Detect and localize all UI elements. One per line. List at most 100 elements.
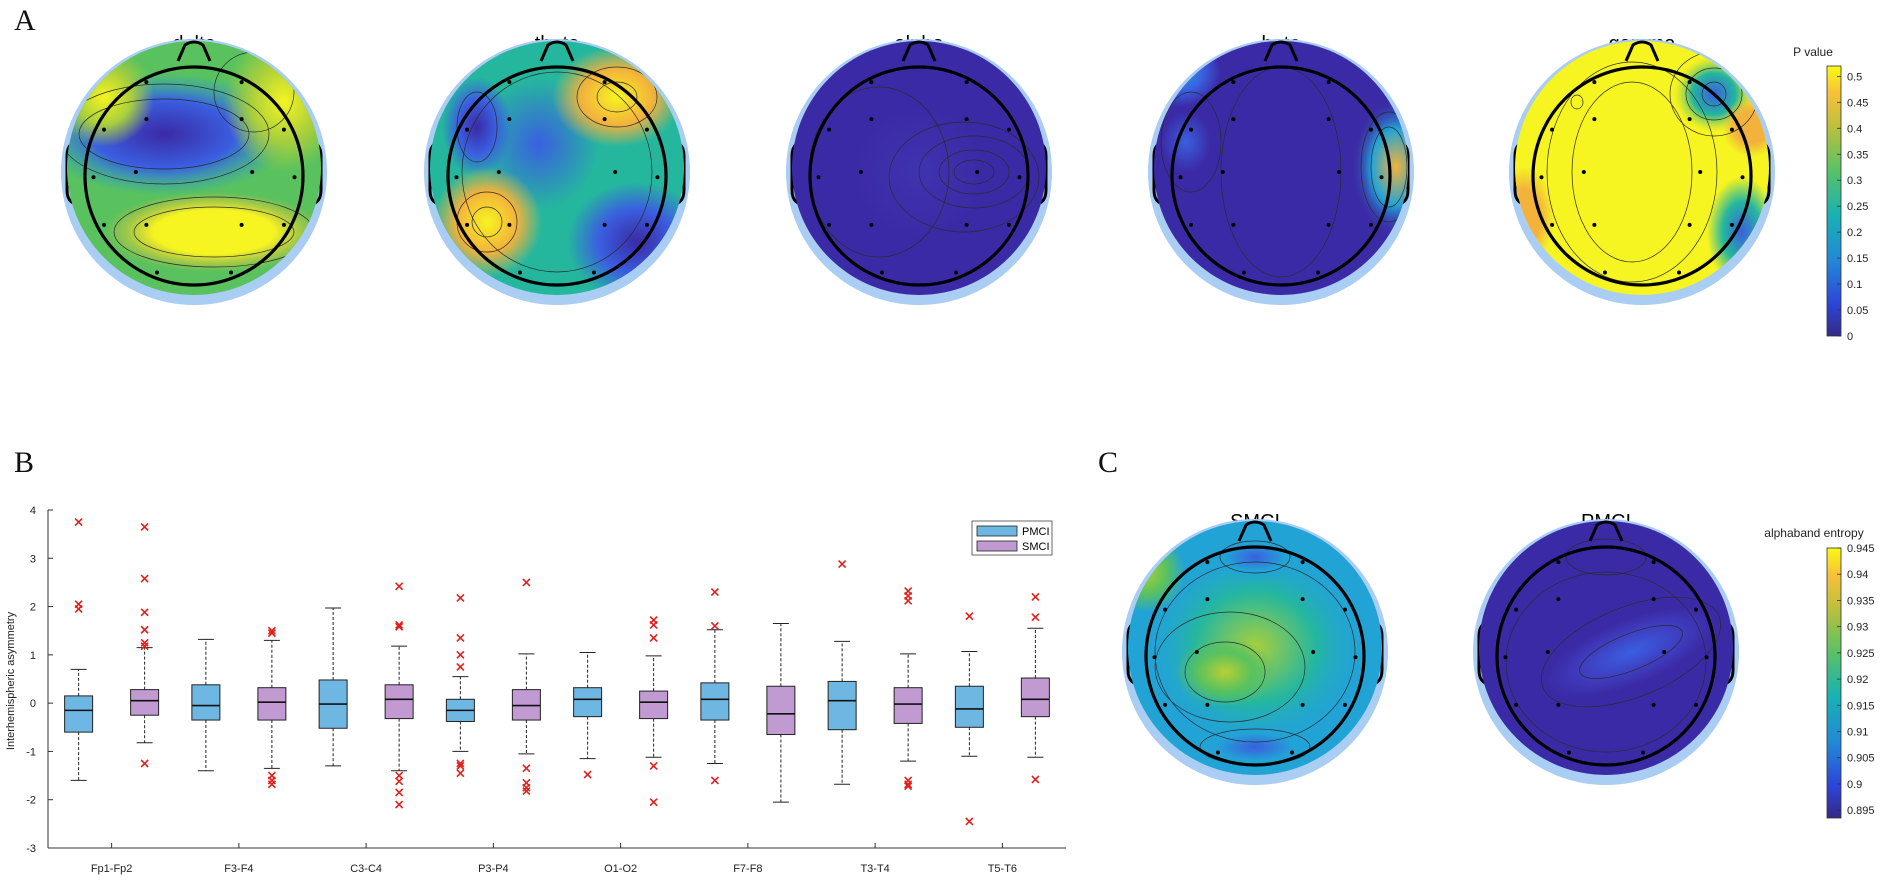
contour-line xyxy=(1546,61,1718,283)
outlier-marker xyxy=(267,629,276,638)
electrode-dot xyxy=(1556,702,1561,707)
colorbar-tick-label: 0.91 xyxy=(1847,726,1868,738)
electrode-dot xyxy=(954,270,959,275)
electrode-dot xyxy=(1189,222,1194,227)
electrode-dot xyxy=(816,175,821,180)
electrode-dot xyxy=(1698,170,1703,174)
contour-line xyxy=(456,91,498,163)
electrode-dot xyxy=(1379,175,1384,180)
electrode-dot xyxy=(1231,117,1236,122)
outlier-marker xyxy=(140,625,149,634)
electrode-dot xyxy=(602,222,607,227)
topo-blob xyxy=(1351,97,1408,237)
outlier-marker xyxy=(140,638,149,647)
electrode-dot xyxy=(644,127,649,132)
electrode-dot xyxy=(1353,655,1358,660)
electrode-dot xyxy=(133,170,138,174)
topo-blob xyxy=(1154,41,1221,107)
x-tick-label: F3-F4 xyxy=(224,863,253,875)
contour-line xyxy=(1160,91,1222,193)
box-iqr xyxy=(827,680,857,731)
colorbar-tick-label: 0.35 xyxy=(1847,149,1868,161)
topo-background xyxy=(1515,41,1769,295)
y-tick-label: 0 xyxy=(30,698,36,710)
contour-line xyxy=(953,159,995,185)
electrode-dot xyxy=(1205,702,1210,707)
x-tick-label: F7-F8 xyxy=(733,863,762,875)
contour-line xyxy=(1505,571,1707,753)
y-tick-label: -2 xyxy=(26,795,36,807)
x-tick-label: P3-P4 xyxy=(478,863,509,875)
outlier-marker xyxy=(395,582,404,591)
outlier-marker xyxy=(140,759,149,768)
colorbar-gradient xyxy=(1826,547,1842,819)
electrode-dot xyxy=(975,170,980,174)
electrode-dot xyxy=(1368,222,1373,227)
electrode-dot xyxy=(602,80,607,85)
colorbar-tick-label: 0.9 xyxy=(1847,779,1862,791)
electrode-dot xyxy=(507,80,512,85)
outlier-marker xyxy=(965,817,974,826)
outlier-marker xyxy=(1031,592,1040,601)
nose xyxy=(539,40,575,62)
outlier-marker xyxy=(1031,613,1040,622)
electrode-dot xyxy=(239,117,244,122)
topo-surface xyxy=(1128,521,1382,775)
electrode-dot xyxy=(1152,655,1157,660)
electrode-dot xyxy=(1662,650,1667,654)
electrode-dot xyxy=(1326,117,1331,122)
electrode-dot xyxy=(1300,560,1305,565)
electrode-dot xyxy=(1231,222,1236,227)
colorbar-tick-label: 0.93 xyxy=(1847,622,1868,634)
electrode-dot xyxy=(1006,127,1011,132)
electrode-dot xyxy=(1581,170,1586,174)
electrode-dot xyxy=(465,127,470,132)
legend-swatch-pmci xyxy=(976,525,1018,537)
outlier-marker xyxy=(456,593,465,602)
contour-line xyxy=(1360,111,1408,223)
electrode-dot xyxy=(1651,560,1656,565)
topo-blob xyxy=(104,192,321,272)
electrode-dot xyxy=(1017,175,1022,180)
topo-blob xyxy=(1175,637,1275,707)
box-iqr xyxy=(700,682,730,721)
electrode-dot xyxy=(1514,702,1519,707)
electrode-dot xyxy=(1602,270,1607,275)
topo-beta xyxy=(1148,39,1414,305)
box-iqr xyxy=(766,685,796,736)
topo-surface xyxy=(1479,521,1733,775)
panel-letter-a: A xyxy=(14,4,36,37)
colorbar-tick-label: 0.3 xyxy=(1847,175,1862,187)
electrode-dot xyxy=(1550,222,1555,227)
box-smci-0 xyxy=(130,522,160,768)
electrode-dot xyxy=(1231,80,1236,85)
electrode-dot xyxy=(1178,175,1183,180)
electrode-dot xyxy=(827,222,832,227)
colorbar-tick-label: 0.905 xyxy=(1847,753,1875,765)
head-outline xyxy=(1144,545,1366,767)
electrode-dot xyxy=(91,175,96,180)
outlier-marker xyxy=(649,761,658,770)
box-pmci-5 xyxy=(700,588,730,785)
outlier-marker xyxy=(456,759,465,768)
outlier-marker xyxy=(649,633,658,643)
colorbar-tick-label: 0.25 xyxy=(1847,201,1868,213)
electrode-dot xyxy=(827,127,832,132)
outlier-marker xyxy=(74,604,83,614)
electrode-dot xyxy=(1641,750,1646,755)
electrode-dot xyxy=(250,170,255,174)
electrode-dot xyxy=(454,175,459,180)
box-smci-1 xyxy=(257,626,287,789)
electrode-dot xyxy=(1592,222,1597,227)
electrode-dot xyxy=(1729,127,1734,132)
outlier-marker xyxy=(649,620,658,629)
outlier-marker xyxy=(140,608,149,617)
outlier-marker xyxy=(74,518,83,527)
outlier-marker xyxy=(456,769,465,778)
outlier-marker xyxy=(710,621,719,630)
contour-line xyxy=(67,83,270,185)
outlier-marker xyxy=(904,780,913,789)
nose xyxy=(1624,40,1660,62)
electrode-dot xyxy=(1592,80,1597,85)
electrode-dot xyxy=(1704,655,1709,660)
